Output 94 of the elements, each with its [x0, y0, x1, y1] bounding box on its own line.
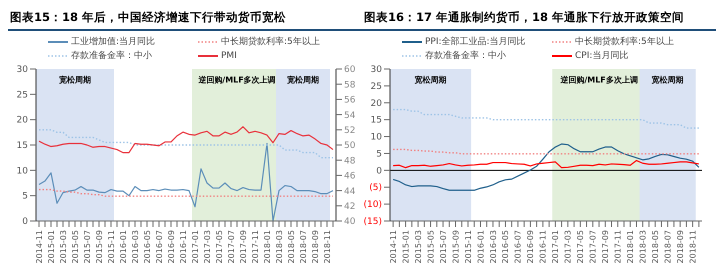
y2-tick-label: 40	[344, 217, 356, 228]
legend-label: 工业增加值:当月同比	[71, 36, 156, 49]
band-label: 逆回购/MLF多次上调	[559, 76, 638, 85]
legend-label: 存款准备金率：中小	[71, 50, 152, 63]
band-label: 宽松周期	[414, 74, 447, 85]
x-tick-label: 2017-03	[202, 230, 212, 264]
x-tick-label: 2018-03	[274, 230, 284, 264]
x-tick-label: 2017-07	[226, 230, 236, 264]
x-tick-label: 2018-01	[626, 230, 636, 264]
x-tick-label: 2018-11	[322, 230, 332, 264]
x-tick-label: 2016-03	[488, 230, 498, 264]
y-tick-label: 5	[22, 192, 28, 202]
x-tick-label: 2016-05	[501, 230, 510, 264]
x-tick-label: 2017-05	[214, 230, 224, 264]
x-tick-label: 2016-09	[526, 230, 536, 264]
band-label: 逆回购/MLF多次上调	[197, 76, 276, 85]
y2-tick-label: 50	[344, 141, 356, 152]
x-tick-label: 2015-01	[46, 230, 56, 264]
x-tick-label: 2018-05	[286, 230, 296, 264]
y-tick-label: (10)	[364, 200, 382, 210]
y-tick-label: 5	[376, 149, 382, 160]
y-tick-label: 0	[22, 217, 28, 227]
band-label: 宽松周期	[652, 74, 684, 85]
x-tick-label: 2015-11	[464, 230, 473, 264]
x-tick-label: 2015-09	[94, 230, 104, 264]
x-tick-label: 2017-09	[601, 230, 610, 264]
x-tick-label: 2016-07	[154, 230, 164, 264]
x-tick-label: 2018-11	[688, 230, 698, 264]
x-tick-label: 2017-03	[564, 230, 573, 264]
legend-label: 中长期贷款利率:5年以上	[575, 36, 674, 49]
x-tick-label: 2018-01	[262, 230, 272, 264]
x-tick-label: 2018-07	[298, 230, 308, 264]
x-tick-label: 2017-05	[576, 230, 586, 264]
y-tick-label: 15	[16, 141, 28, 151]
y-tick-label: 10	[370, 132, 382, 143]
x-tick-label: 2017-07	[588, 230, 598, 264]
x-tick-label: 2015-03	[414, 230, 423, 264]
x-tick-label: 2015-03	[58, 230, 68, 264]
legend-label: CPI:当月同比	[575, 50, 628, 63]
y-tick-label: 0	[376, 166, 382, 176]
x-tick-label: 2015-05	[426, 230, 436, 264]
x-tick-label: 2016-05	[142, 230, 152, 264]
x-tick-label: 2015-05	[70, 230, 80, 264]
y2-tick-label: 44	[344, 186, 356, 197]
y-tick-label: 30	[16, 65, 28, 75]
x-tick-label: 2015-09	[451, 230, 460, 264]
legend-label: 中长期贷款利率:5年以上	[221, 36, 320, 49]
x-tick-label: 2016-11	[178, 230, 188, 264]
x-tick-label: 2016-11	[538, 230, 548, 264]
y2-tick-label: 58	[344, 80, 356, 90]
legend-label: 存款准备金率：中小	[425, 50, 506, 63]
x-tick-label: 2017-11	[250, 230, 260, 264]
chart-title: 图表15：18 年后，中国经济增速下行带动货币宽松	[8, 8, 362, 31]
x-tick-label: 2017-09	[238, 230, 248, 264]
x-tick-label: 2014-11	[34, 230, 44, 264]
y-tick-label: (15)	[364, 217, 382, 227]
x-tick-label: 2015-07	[438, 230, 448, 264]
y-tick-label: 25	[370, 82, 382, 92]
x-tick-label: 2018-03	[638, 230, 648, 264]
x-tick-label: 2016-03	[130, 230, 140, 264]
x-tick-label: 2018-09	[676, 230, 685, 264]
y-tick-label: 10	[16, 166, 28, 176]
y2-tick-label: 46	[344, 172, 356, 182]
y2-tick-label: 60	[344, 65, 356, 76]
x-tick-label: 2015-11	[106, 230, 116, 264]
x-tick-label: 2015-01	[401, 230, 410, 264]
legend-label: PPI:全部工业品:当月同比	[425, 36, 526, 49]
x-tick-label: 2018-05	[651, 230, 660, 264]
y-tick-label: 25	[16, 90, 28, 100]
x-tick-label: 2016-09	[166, 230, 176, 264]
band-label: 宽松周期	[59, 74, 91, 85]
y-tick-label: 20	[370, 98, 382, 109]
y-tick-label: 30	[370, 65, 382, 75]
x-tick-label: 2018-09	[310, 230, 320, 264]
x-tick-label: 2016-01	[118, 230, 128, 264]
y2-tick-label: 52	[344, 126, 356, 136]
x-tick-label: 2017-11	[614, 230, 623, 264]
y-tick-label: 20	[16, 116, 28, 126]
y2-tick-label: 48	[344, 156, 356, 166]
y2-tick-label: 56	[344, 96, 356, 106]
y2-tick-label: 54	[344, 110, 356, 121]
x-tick-label: 2016-07	[514, 230, 523, 264]
x-tick-label: 2017-01	[190, 230, 200, 264]
x-tick-label: 2014-11	[388, 230, 398, 264]
x-tick-label: 2015-07	[82, 230, 92, 264]
x-tick-label: 2017-01	[551, 230, 560, 264]
y-tick-label: (5)	[369, 183, 382, 194]
y-tick-label: 15	[370, 116, 382, 126]
band-label: 宽松周期	[287, 74, 319, 85]
legend-label: PMI	[221, 50, 237, 63]
y2-tick-label: 42	[344, 202, 356, 212]
chart-title: 图表16：17 年通胀制约货币，18 年通胀下行放开政策空间	[362, 8, 716, 31]
x-tick-label: 2016-01	[476, 230, 486, 264]
x-tick-label: 2018-07	[663, 230, 672, 264]
